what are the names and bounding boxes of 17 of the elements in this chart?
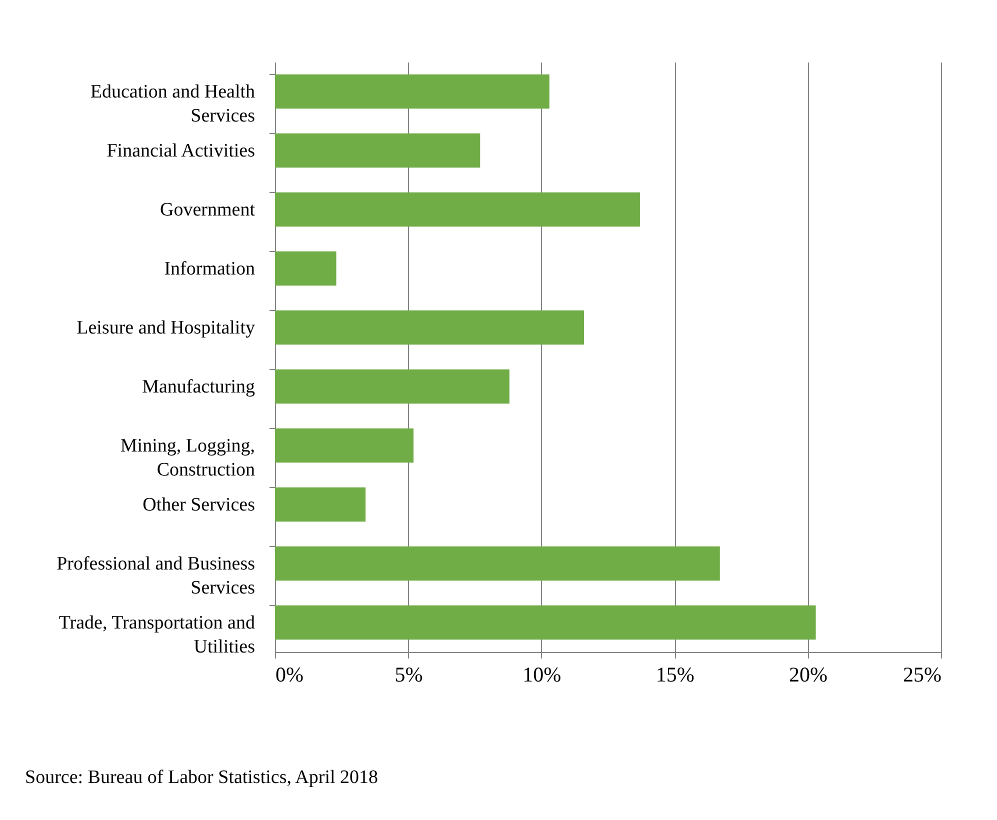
y-tick-label: Mining, Logging, Construction — [120, 436, 256, 480]
source-note: Source: Bureau of Labor Statistics, April 2018 — [25, 767, 378, 788]
x-tick-label: 20% — [789, 662, 828, 686]
y-tick-label: Information — [164, 258, 256, 280]
y-tick-label: Education and Health Services — [90, 82, 256, 126]
y-tick-label: Leisure and Hospitality — [76, 318, 256, 338]
y-tick-label: Manufacturing — [142, 376, 256, 398]
y-tick-label: Financial Activities — [106, 140, 255, 162]
x-tick-label: 10% — [522, 662, 562, 686]
y-tick-label: Government — [160, 200, 256, 220]
y-tick-label: Other Services — [142, 494, 255, 516]
x-tick-label: 25% — [903, 662, 942, 686]
x-tick-label: 15% — [656, 662, 694, 686]
y-tick-label: Professional and Business Services — [56, 554, 255, 598]
x-tick-label: 0% — [276, 662, 304, 686]
y-tick-label: Trade, Transportation and Utilities — [58, 612, 256, 658]
x-tick-label: 5% — [394, 662, 423, 686]
